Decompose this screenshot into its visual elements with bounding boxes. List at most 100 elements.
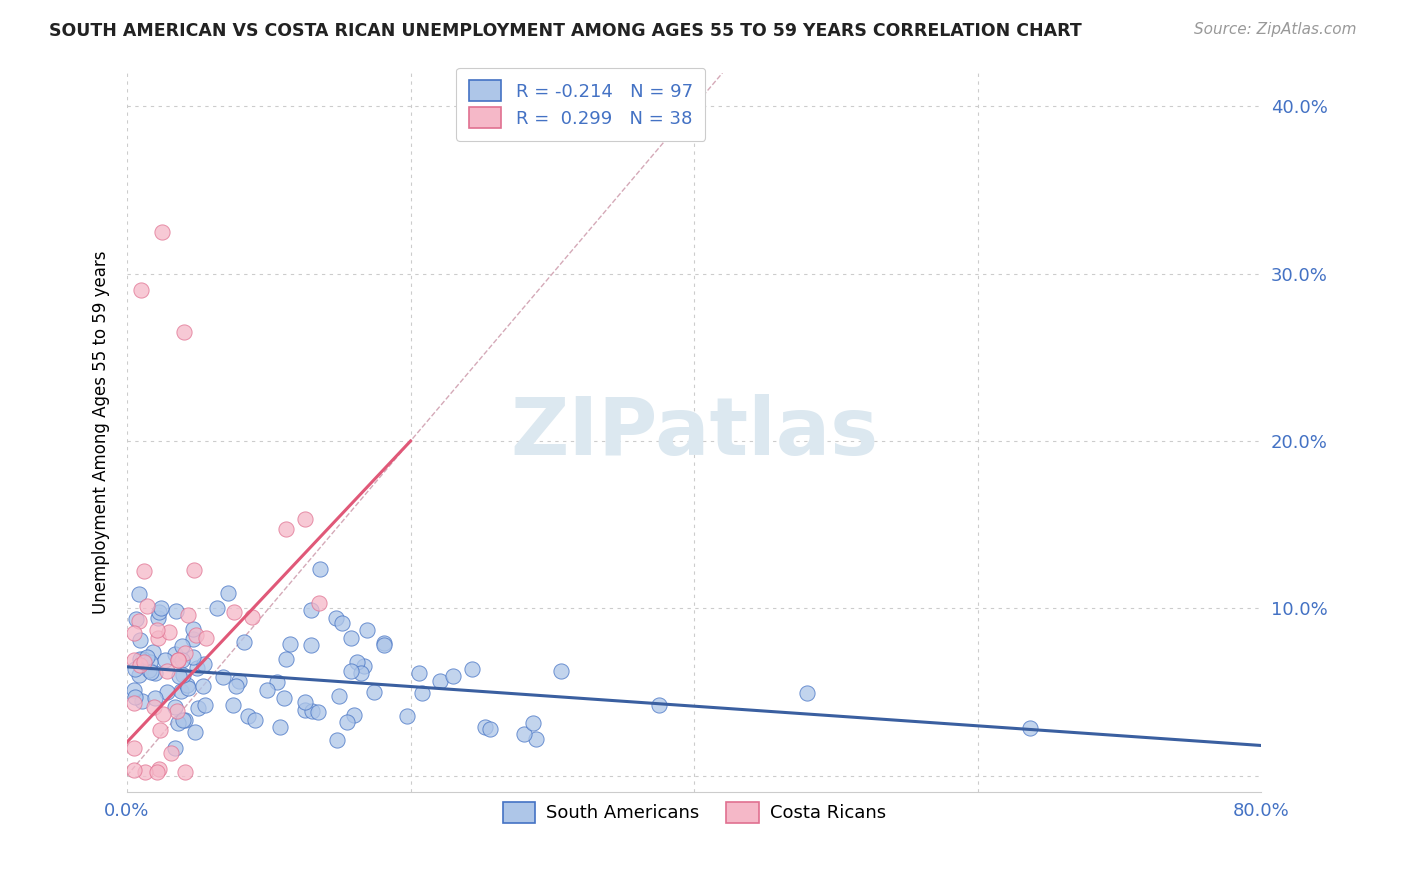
Point xyxy=(299,603,322,617)
Point xyxy=(174,713,197,727)
Point xyxy=(124,690,146,705)
Point xyxy=(222,605,245,619)
Point xyxy=(350,666,373,681)
Point xyxy=(132,656,155,670)
Point xyxy=(141,665,163,680)
Point xyxy=(122,741,145,756)
Point xyxy=(339,664,361,678)
Point xyxy=(128,668,150,682)
Point xyxy=(148,762,170,776)
Point xyxy=(134,765,156,780)
Point xyxy=(145,624,167,638)
Point xyxy=(513,727,536,741)
Point xyxy=(301,704,323,718)
Point xyxy=(522,715,544,730)
Point xyxy=(266,675,288,690)
Point xyxy=(181,632,204,646)
Point xyxy=(142,645,165,659)
Point xyxy=(343,708,366,723)
Point xyxy=(328,690,350,704)
Point xyxy=(167,653,190,667)
Point xyxy=(165,604,187,618)
Point xyxy=(124,662,146,676)
Point xyxy=(156,685,179,699)
Point xyxy=(173,326,195,340)
Point xyxy=(373,636,395,650)
Point xyxy=(174,646,197,660)
Point xyxy=(145,666,167,681)
Point xyxy=(408,665,430,680)
Point xyxy=(217,586,239,600)
Point xyxy=(461,662,484,676)
Point xyxy=(339,631,361,645)
Point xyxy=(173,668,195,682)
Point xyxy=(170,652,193,666)
Point xyxy=(474,720,496,734)
Point xyxy=(135,599,157,613)
Point xyxy=(152,706,174,721)
Point xyxy=(309,562,332,576)
Point xyxy=(181,649,204,664)
Point xyxy=(146,631,169,645)
Point xyxy=(308,595,330,609)
Point xyxy=(157,624,180,639)
Point xyxy=(166,705,188,719)
Point xyxy=(299,638,322,652)
Point xyxy=(373,638,395,652)
Point xyxy=(129,633,152,648)
Point xyxy=(187,701,209,715)
Point xyxy=(177,607,200,622)
Point xyxy=(181,622,204,636)
Point xyxy=(183,724,205,739)
Point xyxy=(212,670,235,684)
Point xyxy=(276,523,298,537)
Point xyxy=(307,706,329,720)
Point xyxy=(363,685,385,699)
Point xyxy=(159,746,181,760)
Point xyxy=(240,610,263,624)
Point xyxy=(136,650,159,665)
Point xyxy=(129,652,152,666)
Point xyxy=(122,652,145,666)
Point xyxy=(356,624,378,638)
Point xyxy=(294,695,316,709)
Point xyxy=(1019,721,1042,735)
Point xyxy=(796,686,818,700)
Point xyxy=(274,651,297,665)
Point xyxy=(128,587,150,601)
Point xyxy=(353,659,375,673)
Point xyxy=(550,664,572,678)
Point xyxy=(395,708,418,723)
Point xyxy=(346,656,368,670)
Point xyxy=(139,655,162,669)
Point xyxy=(294,512,316,526)
Point xyxy=(122,697,145,711)
Point xyxy=(131,694,153,708)
Point xyxy=(146,611,169,625)
Point xyxy=(152,225,174,239)
Point xyxy=(150,600,173,615)
Point xyxy=(278,637,301,651)
Point xyxy=(128,657,150,672)
Point xyxy=(228,673,250,688)
Point xyxy=(194,698,217,712)
Point xyxy=(186,660,208,674)
Point xyxy=(138,663,160,677)
Point xyxy=(176,678,198,692)
Point xyxy=(478,722,501,736)
Point xyxy=(193,679,215,693)
Point xyxy=(269,720,291,734)
Point xyxy=(166,653,188,667)
Point xyxy=(325,611,347,625)
Point xyxy=(172,713,194,727)
Text: Source: ZipAtlas.com: Source: ZipAtlas.com xyxy=(1194,22,1357,37)
Point xyxy=(177,681,200,695)
Point xyxy=(173,765,195,780)
Point xyxy=(170,639,193,653)
Point xyxy=(122,763,145,777)
Point xyxy=(143,691,166,706)
Point xyxy=(273,691,295,706)
Point xyxy=(411,686,433,700)
Point xyxy=(336,715,359,730)
Point xyxy=(225,679,247,693)
